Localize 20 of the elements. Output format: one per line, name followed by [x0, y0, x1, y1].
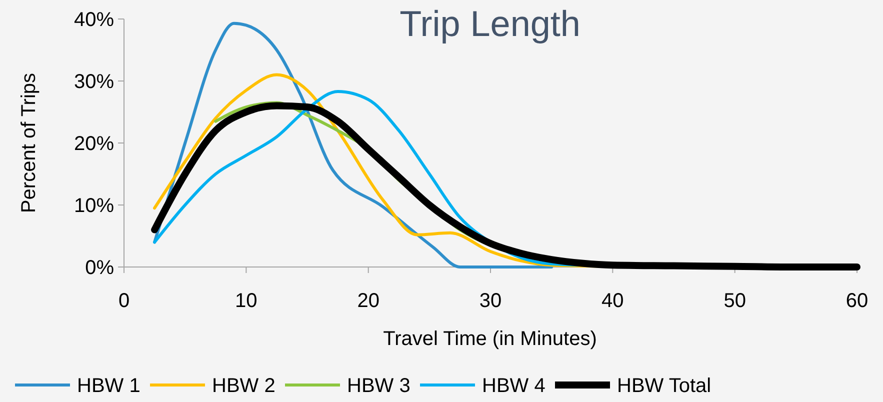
legend-label: HBW 1: [77, 375, 140, 397]
legend-label: HBW 3: [347, 375, 410, 397]
chart-title: Trip Length: [400, 3, 580, 44]
y-tick-label: 20%: [74, 133, 114, 155]
y-axis-title: Percent of Trips: [18, 72, 40, 214]
x-tick-label: 20: [357, 290, 380, 312]
x-tick-label: 60: [846, 290, 868, 312]
y-tick-label: 30%: [74, 71, 114, 93]
x-tick-label: 30: [479, 290, 502, 312]
y-tick-label: 10%: [74, 195, 114, 217]
x-tick-label: 0: [118, 290, 130, 312]
y-tick-label: 40%: [74, 9, 114, 31]
x-tick-label: 50: [724, 290, 746, 312]
legend-label: HBW 4: [482, 375, 546, 397]
x-tick-label: 40: [602, 290, 624, 312]
x-axis-title: Travel Time (in Minutes): [383, 328, 597, 350]
legend-label: HBW Total: [617, 375, 712, 397]
legend-label: HBW 2: [212, 375, 276, 397]
x-tick-label: 10: [235, 290, 258, 312]
y-tick-label: 0%: [85, 257, 114, 279]
